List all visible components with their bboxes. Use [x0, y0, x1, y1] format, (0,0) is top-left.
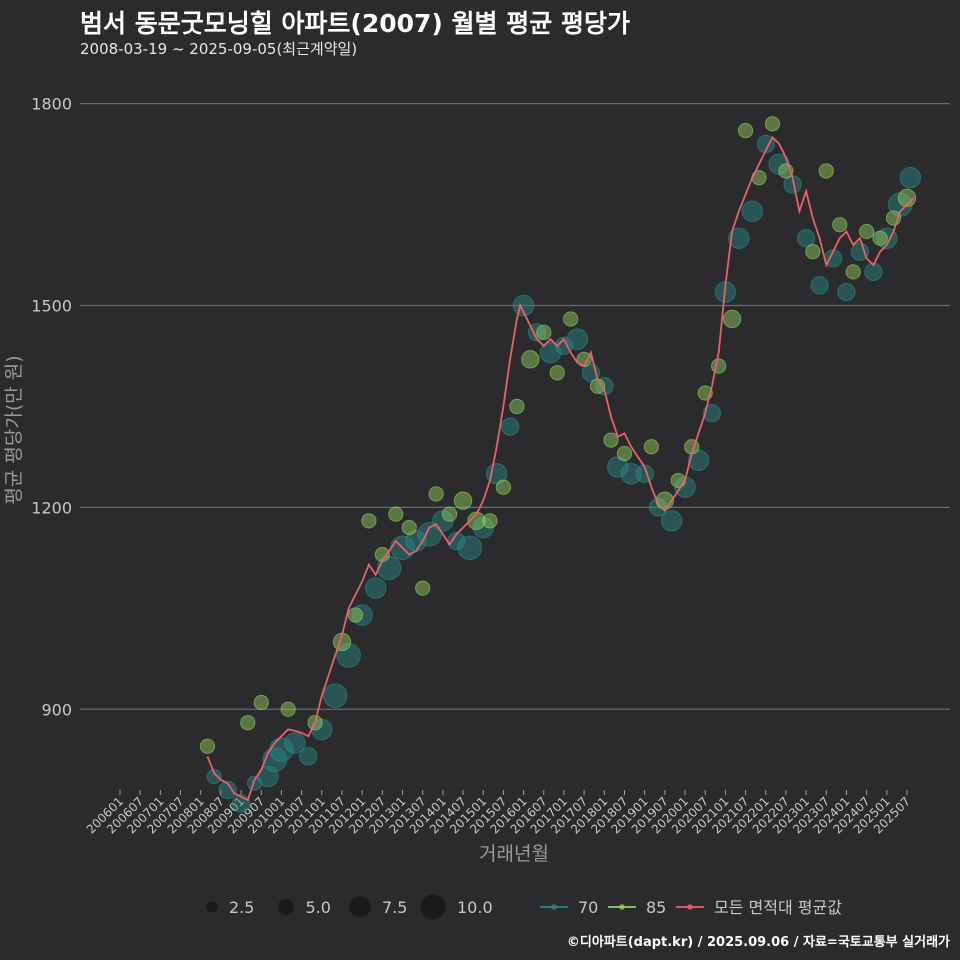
- data-bubble-70: [741, 200, 764, 223]
- data-bubble-70: [566, 328, 589, 350]
- data-bubble-85: [858, 223, 875, 240]
- legend-size-label: 2.5: [229, 898, 254, 917]
- data-bubble-70: [756, 134, 775, 154]
- data-bubbles: [199, 116, 922, 813]
- data-bubble-85: [764, 116, 781, 132]
- data-bubble-70: [218, 780, 237, 800]
- legend-size-label: 10.0: [457, 898, 493, 917]
- data-bubble-85: [253, 694, 269, 711]
- legend-size-label: 7.5: [382, 898, 407, 917]
- data-bubble-85: [616, 445, 633, 462]
- data-lines: [206, 135, 915, 802]
- data-bubble-85: [805, 244, 821, 260]
- data-bubble-70: [322, 683, 348, 709]
- legend-series-label: 70: [578, 898, 598, 917]
- data-bubble-70: [364, 577, 387, 599]
- data-bubble-70: [457, 535, 483, 561]
- source-caption: ©디아파트(dapt.kr) / 2025.09.06 / 자료=국토교통부 실…: [566, 935, 950, 950]
- data-bubble-85: [521, 350, 540, 369]
- data-bubble-85: [361, 513, 377, 529]
- data-bubble-85: [347, 607, 364, 623]
- y-tick-label: 1500: [31, 297, 72, 316]
- data-bubble-85: [845, 264, 861, 280]
- data-bubble-85: [670, 472, 686, 489]
- data-bubble-85: [453, 491, 473, 510]
- data-bubble-85: [711, 358, 727, 374]
- data-bubble-85: [199, 738, 216, 754]
- x-axis-label: 거래년월: [479, 843, 549, 865]
- data-bubble-85: [388, 506, 404, 522]
- data-bubble-85: [549, 365, 565, 381]
- legend-series-dot: [687, 904, 693, 910]
- data-bubble-85: [897, 188, 917, 208]
- data-bubble-85: [401, 519, 417, 536]
- y-tick-labels: 900 1200 1500 1800: [31, 95, 72, 720]
- y-axis-label: 평균 평당가(만 원): [3, 355, 25, 504]
- data-bubble-85: [441, 506, 458, 522]
- legend-size-swatch: [278, 899, 294, 915]
- data-bubble-70: [810, 276, 829, 295]
- data-bubble-85: [872, 230, 888, 246]
- series-line-mean: [206, 135, 915, 802]
- data-bubble-85: [428, 486, 444, 502]
- chart-subtitle: 2008-03-19 ~ 2025-09-05(최근계약일): [80, 40, 358, 58]
- y-tick-label: 1200: [31, 498, 72, 517]
- data-bubble-70: [336, 643, 362, 668]
- chart-title: 범서 동문굿모닝힐 아파트(2007) 월별 평균 평당가: [80, 9, 630, 38]
- data-bubble-85: [509, 398, 525, 415]
- data-bubble-85: [563, 311, 579, 327]
- data-bubble-70: [899, 166, 922, 189]
- data-bubble-70: [206, 768, 222, 785]
- data-bubble-85: [832, 217, 848, 233]
- data-bubble-85: [603, 432, 619, 448]
- data-bubble-85: [240, 715, 256, 731]
- data-bubble-70: [702, 403, 722, 423]
- legend-series-dot: [619, 904, 625, 910]
- data-bubble-85: [722, 309, 742, 329]
- data-bubble-85: [280, 701, 296, 717]
- data-bubble-85: [818, 163, 834, 179]
- legend-size-swatch: [349, 896, 371, 918]
- data-bubble-70: [284, 732, 306, 754]
- legend-series-label: 85: [646, 898, 666, 917]
- data-bubble-85: [495, 479, 512, 495]
- data-bubble-70: [837, 282, 856, 302]
- data-bubble-70: [728, 227, 750, 249]
- y-tick-label: 1800: [31, 95, 72, 114]
- data-bubble-70: [500, 417, 520, 436]
- legend-size-swatch: [420, 894, 446, 920]
- legend: 2.5 5.0 7.5 10.0 70 85 모든 면적대 평균값: [206, 894, 842, 920]
- legend-size-label: 5.0: [306, 898, 331, 917]
- x-tick-labels: 2006012006072007012007072008012008072009…: [84, 790, 913, 837]
- data-bubble-70: [554, 336, 574, 356]
- grid-lines: [80, 103, 950, 710]
- y-tick-label: 900: [41, 700, 72, 719]
- legend-series-label: 모든 면적대 평균값: [714, 898, 842, 917]
- data-bubble-85: [482, 513, 498, 529]
- data-bubble-70: [299, 747, 318, 766]
- data-bubble-70: [796, 229, 816, 248]
- data-bubble-85: [643, 439, 660, 455]
- legend-series-dot: [551, 904, 557, 910]
- data-bubble-70: [850, 242, 870, 261]
- legend-size-swatch: [206, 901, 218, 913]
- data-bubble-85: [737, 122, 754, 139]
- data-bubble-70: [660, 510, 683, 532]
- data-bubble-85: [415, 580, 431, 596]
- data-bubble-70: [620, 462, 642, 485]
- data-bubble-85: [536, 324, 552, 341]
